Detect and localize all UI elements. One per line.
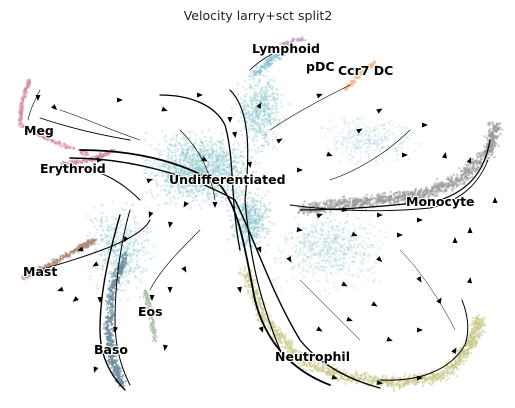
cell-scatter [17, 36, 504, 392]
cluster-label-monocyte: Monocyte [406, 194, 475, 209]
cluster-label-lymphoid: Lymphoid [252, 41, 320, 56]
cluster-label-baso: Baso [94, 342, 128, 357]
cluster-label-erythroid: Erythroid [40, 161, 106, 176]
plot-title: Velocity larry+sct split2 [184, 8, 333, 23]
velocity-streamlines [27, 49, 491, 391]
cluster-label-meg: Meg [24, 123, 54, 138]
cluster-label-mast: Mast [23, 264, 57, 279]
cluster-labels: Lymphoid pDC Ccr7 DC Meg Erythroid Undif… [22, 40, 476, 365]
cluster-label-eos: Eos [138, 304, 163, 319]
cluster-label-neutrophil: Neutrophil [275, 349, 350, 364]
cluster-label-ccr7-dc: Ccr7 DC [338, 63, 393, 78]
velocity-arrowheads [35, 92, 498, 385]
cluster-label-undifferentiated: Undifferentiated [169, 172, 286, 187]
cluster-label-pdc: pDC [306, 59, 335, 74]
